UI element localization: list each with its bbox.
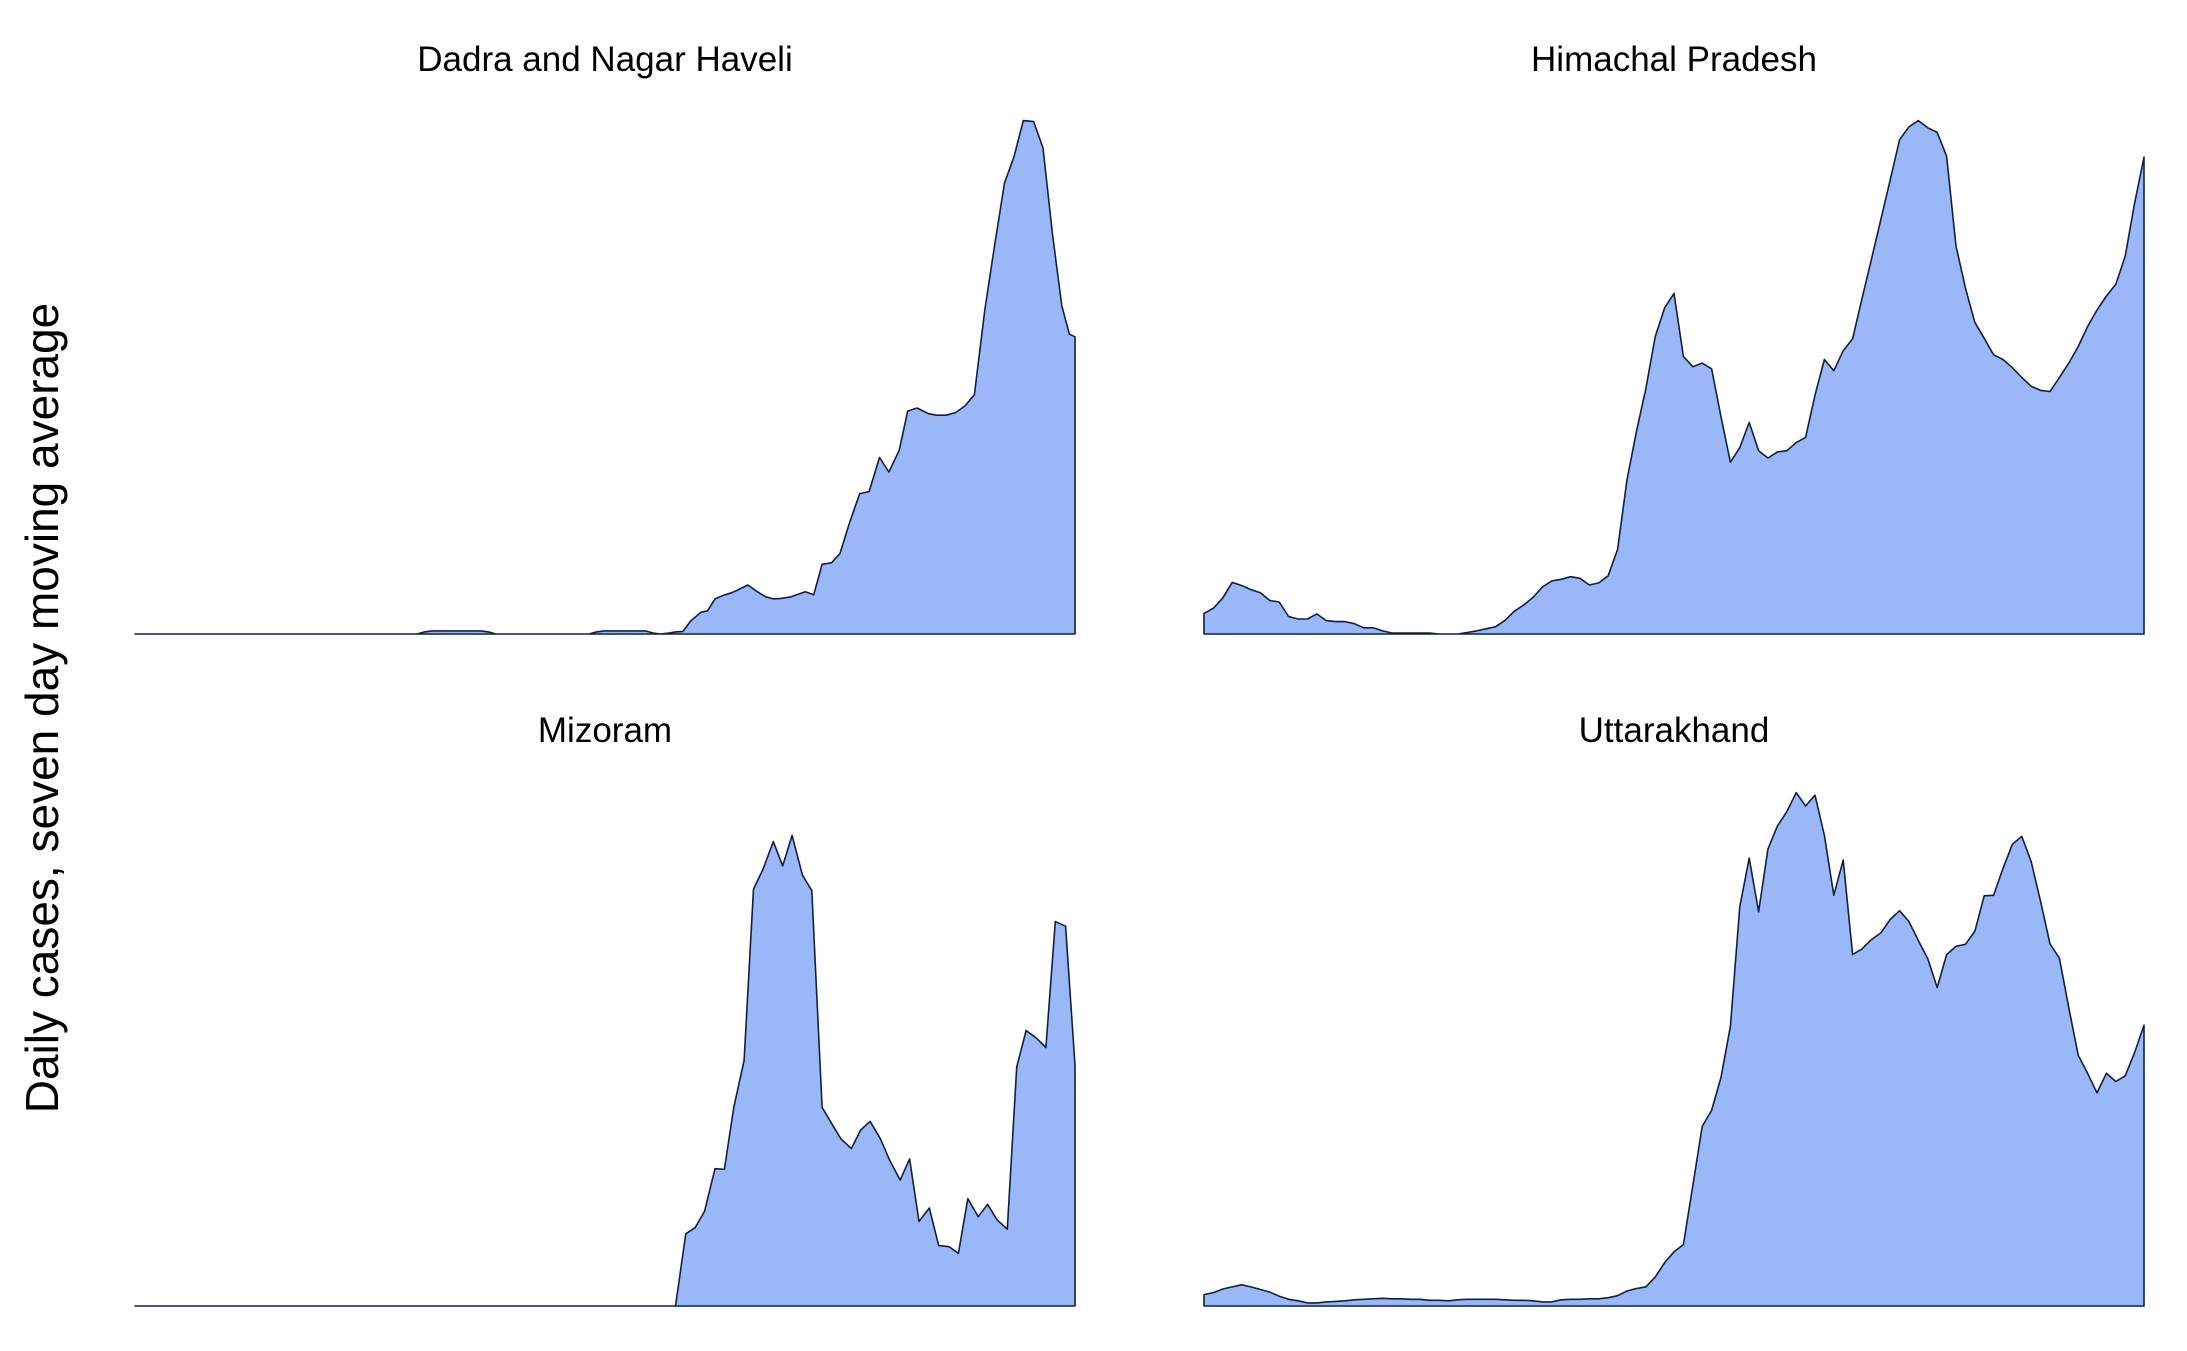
area-series-uttarakhand (1203, 791, 2145, 1307)
panel-uttarakhand: Uttarakhand (1203, 711, 2145, 1307)
area-series-mizoram (134, 834, 1076, 1307)
panels-root: Dadra and Nagar Haveli Himachal Pradesh Mi… (134, 40, 2145, 1307)
panel-mizoram: Mizoram (134, 711, 1076, 1307)
panel-title: Uttarakhand (1579, 711, 1770, 750)
panel-title: Mizoram (538, 711, 672, 750)
panel-title: Himachal Pradesh (1531, 40, 1817, 79)
panel-dadra-and-nagar-haveli: Dadra and Nagar Haveli (134, 40, 1076, 635)
area-series-himachal-pradesh (1203, 119, 2145, 635)
area-series-dadra-and-nagar-haveli (134, 119, 1076, 635)
panel-title: Dadra and Nagar Haveli (417, 40, 792, 79)
panel-himachal-pradesh: Himachal Pradesh (1203, 40, 2145, 635)
